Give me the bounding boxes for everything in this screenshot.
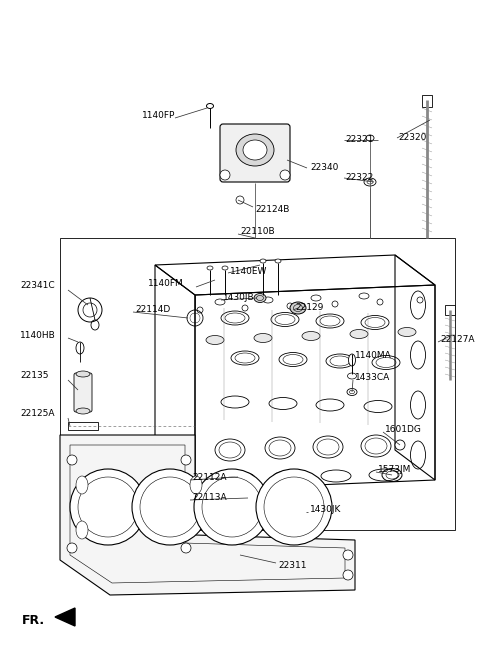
Text: 22114D: 22114D (135, 306, 170, 314)
Circle shape (236, 196, 244, 204)
Ellipse shape (275, 259, 281, 263)
Text: 22125A: 22125A (20, 409, 55, 417)
Circle shape (343, 550, 353, 560)
Ellipse shape (250, 494, 260, 502)
Circle shape (181, 455, 191, 465)
Ellipse shape (236, 134, 274, 166)
Circle shape (256, 469, 332, 545)
Bar (445, 305, 455, 315)
Bar (68, 422, 98, 430)
Text: 1140MA: 1140MA (355, 350, 392, 359)
Ellipse shape (302, 331, 320, 340)
Ellipse shape (243, 140, 267, 160)
Text: 1140FP: 1140FP (142, 110, 175, 119)
Ellipse shape (76, 371, 90, 377)
FancyBboxPatch shape (74, 373, 92, 412)
Ellipse shape (364, 178, 376, 186)
Ellipse shape (206, 335, 224, 344)
Bar (60, 238, 455, 530)
Circle shape (67, 543, 77, 553)
Circle shape (280, 170, 290, 180)
Ellipse shape (190, 476, 202, 494)
Text: 22135: 22135 (20, 371, 48, 380)
Text: 22127A: 22127A (440, 335, 475, 344)
Ellipse shape (347, 388, 357, 396)
Text: 1573JM: 1573JM (378, 466, 411, 474)
Ellipse shape (206, 104, 214, 108)
Circle shape (194, 469, 270, 545)
Text: 1430JK: 1430JK (310, 506, 341, 514)
Text: 22124B: 22124B (255, 205, 289, 215)
Text: 22321: 22321 (345, 136, 373, 144)
Ellipse shape (290, 302, 306, 314)
Text: 22322: 22322 (345, 173, 373, 182)
Ellipse shape (76, 408, 90, 414)
Circle shape (343, 570, 353, 580)
Text: 22311: 22311 (278, 560, 307, 569)
Ellipse shape (260, 259, 266, 263)
Polygon shape (60, 435, 355, 595)
Circle shape (220, 170, 230, 180)
Text: 1140HB: 1140HB (20, 331, 56, 340)
Text: 1140FM: 1140FM (148, 279, 184, 289)
Ellipse shape (254, 333, 272, 342)
Ellipse shape (348, 354, 356, 366)
Ellipse shape (207, 266, 213, 270)
Ellipse shape (348, 373, 357, 379)
Circle shape (395, 440, 405, 450)
Text: FR.: FR. (22, 613, 45, 626)
Polygon shape (55, 608, 75, 626)
Text: 22340: 22340 (310, 163, 338, 171)
Text: 22129: 22129 (295, 304, 324, 312)
Text: 1140EW: 1140EW (230, 266, 267, 276)
Text: 1430JB: 1430JB (223, 293, 254, 302)
Text: 22320: 22320 (398, 134, 426, 142)
Circle shape (70, 469, 146, 545)
Text: 22113A: 22113A (192, 493, 227, 501)
Bar (422, 95, 432, 107)
Text: 22110B: 22110B (240, 228, 275, 237)
Ellipse shape (76, 342, 84, 354)
Text: 1433CA: 1433CA (355, 373, 390, 382)
Ellipse shape (254, 293, 266, 302)
Ellipse shape (350, 329, 368, 338)
Circle shape (67, 455, 77, 465)
Ellipse shape (222, 266, 228, 270)
Ellipse shape (366, 135, 374, 141)
Circle shape (181, 543, 191, 553)
FancyBboxPatch shape (220, 124, 290, 182)
Ellipse shape (76, 521, 88, 539)
Text: 22341C: 22341C (20, 281, 55, 289)
Ellipse shape (398, 327, 416, 337)
Ellipse shape (76, 476, 88, 494)
Text: 22112A: 22112A (192, 472, 227, 482)
Text: 1601DG: 1601DG (385, 426, 422, 434)
Circle shape (132, 469, 208, 545)
